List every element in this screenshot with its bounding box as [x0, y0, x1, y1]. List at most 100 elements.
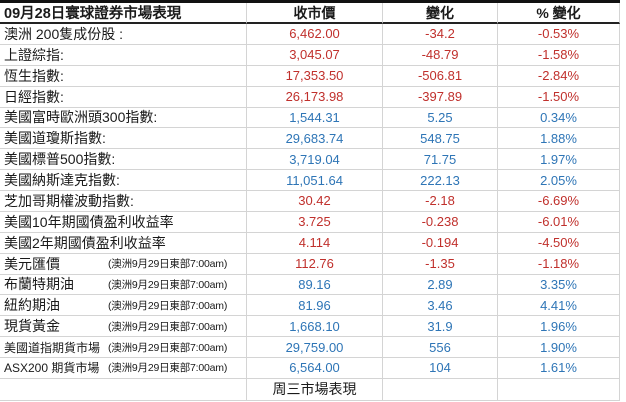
table-row: 日經指數: 26,173.98 -397.89 -1.50%	[0, 86, 620, 108]
row-label-cell: ASX200 期貨市場 (澳洲9月29日東部7:00am)	[0, 358, 247, 379]
change-cell: 31.9	[383, 316, 498, 338]
row-label-cell: 美國10年期國債盈利收益率	[0, 211, 247, 233]
table-title: 09月28日寰球證券市場表現	[0, 3, 247, 24]
table-row: 布蘭特期油 (澳洲9月29日東部7:00am) 89.16 2.89 3.35%	[0, 274, 620, 296]
row-label: 美國富時歐洲頭300指數:	[4, 109, 158, 126]
column-header-change: 變化	[383, 3, 498, 24]
table-row: 美元匯價 (澳洲9月29日東部7:00am) 112.76 -1.35 -1.18%	[0, 253, 620, 275]
pct-change-cell: -0.53%	[498, 24, 620, 45]
row-label: 日經指數:	[4, 88, 64, 105]
column-header-pct-change: % 變化	[498, 3, 620, 24]
row-label-cell: 現貨黃金 (澳洲9月29日東部7:00am)	[0, 316, 247, 338]
row-label-cell: 美國2年期國債盈利收益率	[0, 232, 247, 254]
table-body: 澳洲 200隻成份股 : 6,462.00 -34.2 -0.53% 上證綜指: 3,04…	[0, 24, 620, 379]
row-label: 美國10年期國債盈利收益率	[4, 213, 174, 230]
row-label: 美國道瓊斯指數:	[4, 130, 106, 147]
row-timestamp-note: (澳洲9月29日東部7:00am)	[108, 320, 228, 333]
change-cell: -48.79	[383, 44, 498, 66]
row-label: 紐約期油	[4, 297, 60, 314]
pct-change-cell: 0.34%	[498, 107, 620, 129]
close-price-cell: 26,173.98	[247, 86, 383, 108]
row-timestamp-note: (澳洲9月29日東部7:00am)	[108, 258, 228, 271]
row-label: 美國道指期貨市場	[4, 340, 101, 355]
close-price-cell: 11,051.64	[247, 170, 383, 191]
table-row: ASX200 期貨市場 (澳洲9月29日東部7:00am) 6,564.00 104 1…	[0, 358, 620, 379]
change-cell: 3.46	[383, 295, 498, 317]
table-row: 芝加哥期權波動指數: 30.42 -2.18 -6.69%	[0, 191, 620, 212]
pct-change-cell: 1.61%	[498, 358, 620, 379]
pct-change-cell: -6.01%	[498, 211, 620, 233]
close-price-cell: 6,564.00	[247, 358, 383, 379]
table-row: 恆生指數: 17,353.50 -506.81 -2.84%	[0, 65, 620, 87]
pct-change-cell: 1.97%	[498, 149, 620, 171]
row-timestamp-note: (澳洲9月29日東部7:00am)	[108, 278, 228, 291]
row-label-cell: 上證綜指:	[0, 44, 247, 66]
pct-change-cell: -1.18%	[498, 253, 620, 275]
row-timestamp-note: (澳洲9月29日東部7:00am)	[108, 362, 228, 375]
table-row: 美國道指期貨市場 (澳洲9月29日東部7:00am) 29,759.00 556 1.9…	[0, 337, 620, 358]
table-row: 澳洲 200隻成份股 : 6,462.00 -34.2 -0.53%	[0, 24, 620, 45]
change-cell: 556	[383, 337, 498, 358]
row-label-cell: 日經指數:	[0, 86, 247, 108]
change-cell: -0.238	[383, 211, 498, 233]
row-label-cell: 澳洲 200隻成份股 :	[0, 24, 247, 45]
row-label: 恆生指數:	[4, 67, 64, 84]
row-label: 美國納斯達克指數:	[4, 172, 120, 189]
footer-empty-cell	[498, 378, 620, 401]
close-price-cell: 89.16	[247, 274, 383, 296]
table-footer-row: 周三市場表現	[0, 378, 620, 401]
table-row: 美國納斯達克指數: 11,051.64 222.13 2.05%	[0, 170, 620, 191]
table-row: 美國2年期國債盈利收益率 4.114 -0.194 -4.50%	[0, 232, 620, 254]
pct-change-cell: 1.96%	[498, 316, 620, 338]
row-label-cell: 恆生指數:	[0, 65, 247, 87]
pct-change-cell: -1.58%	[498, 44, 620, 66]
table-header-row: 09月28日寰球證券市場表現 收市價 變化 % 變化	[0, 0, 620, 24]
pct-change-cell: -1.50%	[498, 86, 620, 108]
table-row: 紐約期油 (澳洲9月29日東部7:00am) 81.96 3.46 4.41%	[0, 295, 620, 317]
row-label: 澳洲 200隻成份股 :	[4, 25, 124, 42]
row-label-cell: 美國道瓊斯指數:	[0, 128, 247, 150]
row-label: ASX200 期貨市場	[4, 361, 100, 376]
change-cell: -2.18	[383, 191, 498, 212]
row-label-cell: 布蘭特期油 (澳洲9月29日東部7:00am)	[0, 274, 247, 296]
change-cell: 548.75	[383, 128, 498, 150]
row-timestamp-note: (澳洲9月29日東部7:00am)	[108, 341, 228, 354]
pct-change-cell: 3.35%	[498, 274, 620, 296]
pct-change-cell: 4.41%	[498, 295, 620, 317]
pct-change-cell: 2.05%	[498, 170, 620, 191]
change-cell: 222.13	[383, 170, 498, 191]
change-cell: 2.89	[383, 274, 498, 296]
change-cell: -506.81	[383, 65, 498, 87]
change-cell: -397.89	[383, 86, 498, 108]
table-row: 上證綜指: 3,045.07 -48.79 -1.58%	[0, 44, 620, 66]
row-label-cell: 芝加哥期權波動指數:	[0, 191, 247, 212]
row-label-cell: 美國道指期貨市場 (澳洲9月29日東部7:00am)	[0, 337, 247, 358]
pct-change-cell: -6.69%	[498, 191, 620, 212]
row-label-cell: 美元匯價 (澳洲9月29日東部7:00am)	[0, 253, 247, 275]
row-label: 現貨黃金	[4, 318, 60, 335]
footer-empty-cell	[0, 378, 247, 401]
change-cell: 104	[383, 358, 498, 379]
close-price-cell: 17,353.50	[247, 65, 383, 87]
row-label-cell: 美國納斯達克指數:	[0, 170, 247, 191]
row-label: 布蘭特期油	[4, 276, 74, 293]
change-cell: 5.25	[383, 107, 498, 129]
close-price-cell: 6,462.00	[247, 24, 383, 45]
pct-change-cell: -2.84%	[498, 65, 620, 87]
footer-caption: 周三市場表現	[247, 378, 383, 401]
row-timestamp-note: (澳洲9月29日東部7:00am)	[108, 299, 228, 312]
row-label: 芝加哥期權波動指數:	[4, 192, 134, 209]
row-label-cell: 紐約期油 (澳洲9月29日東部7:00am)	[0, 295, 247, 317]
change-cell: 71.75	[383, 149, 498, 171]
pct-change-cell: 1.88%	[498, 128, 620, 150]
close-price-cell: 1,668.10	[247, 316, 383, 338]
footer-empty-cell	[383, 378, 498, 401]
change-cell: -0.194	[383, 232, 498, 254]
row-label: 美元匯價	[4, 255, 60, 272]
close-price-cell: 3,719.04	[247, 149, 383, 171]
row-label: 美國2年期國債盈利收益率	[4, 234, 166, 251]
close-price-cell: 30.42	[247, 191, 383, 212]
table-row: 美國標普500指數: 3,719.04 71.75 1.97%	[0, 149, 620, 171]
close-price-cell: 112.76	[247, 253, 383, 275]
